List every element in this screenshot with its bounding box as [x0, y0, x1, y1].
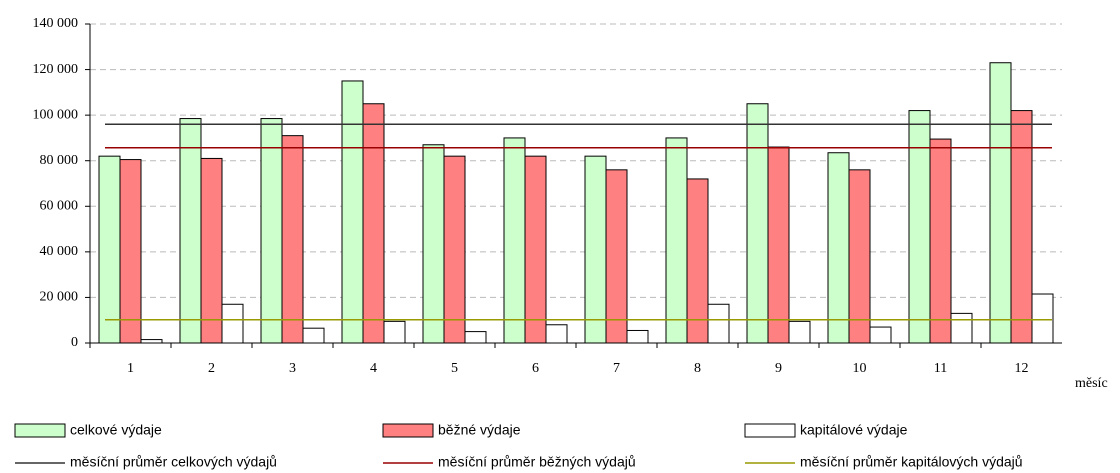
bar: [746, 103, 769, 344]
y-tick-label: 80 000: [40, 153, 79, 168]
bar: [524, 155, 547, 344]
x-tick-label: 7: [613, 361, 620, 376]
bar: [200, 157, 223, 344]
bar: [179, 118, 202, 344]
x-tick-label: 8: [694, 361, 701, 376]
bar: [362, 103, 385, 344]
bar: [869, 326, 892, 344]
bar: [626, 329, 649, 344]
x-tick-label: 11: [934, 361, 947, 376]
x-axis-label: měsíc: [1075, 376, 1108, 391]
bar: [605, 169, 628, 344]
bar: [1031, 293, 1054, 344]
legend-swatch: [14, 423, 66, 438]
bar: [260, 118, 283, 344]
bar: [1010, 110, 1033, 344]
x-tick-label: 12: [1015, 361, 1029, 376]
legend-swatch: [382, 423, 434, 438]
bar: [443, 155, 466, 344]
x-tick-label: 1: [127, 361, 134, 376]
bar: [281, 135, 304, 344]
bar: [584, 155, 607, 344]
bar: [788, 320, 811, 344]
bar: [929, 138, 952, 344]
bar: [989, 62, 1012, 344]
legend-label: měsíční průměr běžných výdajů: [438, 454, 636, 470]
bar: [140, 339, 163, 344]
bar: [383, 320, 406, 344]
x-tick-label: 5: [451, 361, 458, 376]
bar: [98, 155, 121, 344]
legend-label: celkové výdaje: [70, 422, 162, 438]
y-tick-label: 140 000: [33, 16, 79, 31]
bar: [665, 137, 688, 344]
bar: [545, 324, 568, 344]
bar: [221, 303, 244, 344]
x-tick-label: 2: [208, 361, 215, 376]
legend-label: měsíční průměr celkových výdajů: [70, 454, 277, 470]
legend-label: kapitálové výdaje: [800, 422, 908, 438]
legend-label: měsíční průměr kapitálových výdajů: [800, 454, 1023, 470]
bar: [767, 146, 790, 344]
y-tick-label: 60 000: [40, 199, 79, 214]
y-tick-label: 20 000: [40, 290, 79, 305]
x-tick-label: 6: [532, 361, 539, 376]
bar: [422, 144, 445, 344]
bar: [341, 80, 364, 344]
bar: [302, 327, 325, 344]
y-tick-label: 40 000: [40, 244, 79, 259]
bar: [908, 110, 931, 344]
y-tick-label: 100 000: [33, 107, 79, 122]
y-tick-label: 120 000: [33, 62, 79, 77]
x-tick-label: 4: [370, 361, 377, 376]
x-tick-label: 9: [775, 361, 782, 376]
bar: [119, 159, 142, 344]
legend-label: běžné výdaje: [438, 422, 521, 438]
legend-swatch: [744, 423, 796, 438]
bar: [464, 331, 487, 344]
x-tick-label: 3: [289, 361, 296, 376]
bar: [827, 152, 850, 344]
bar: [848, 169, 871, 344]
x-tick-label: 10: [853, 361, 867, 376]
bar: [707, 303, 730, 344]
bar: [503, 137, 526, 344]
bar: [686, 178, 709, 344]
bar: [950, 312, 973, 344]
y-tick-label: 0: [71, 335, 78, 350]
